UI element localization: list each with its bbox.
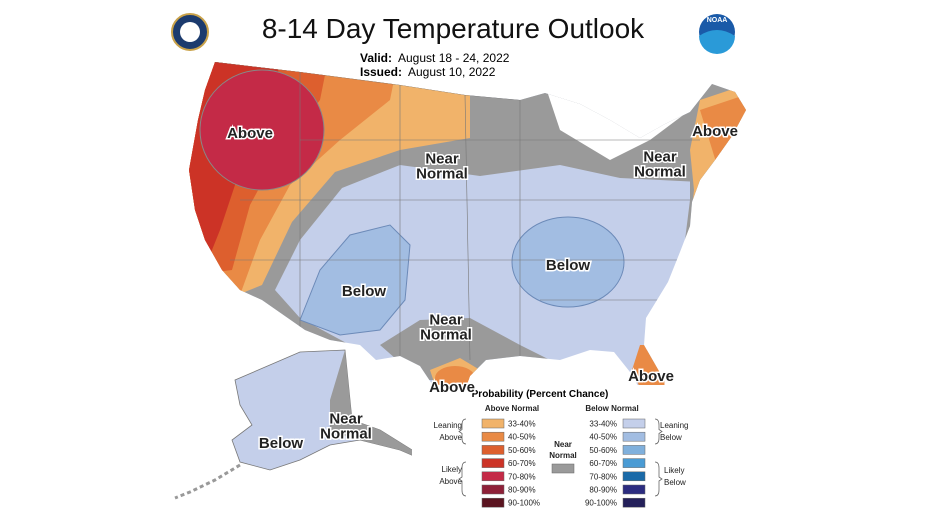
us-map	[189, 62, 746, 410]
legend-swatch	[551, 463, 575, 474]
legend-bin-label: 70-80%	[589, 472, 617, 481]
legend-near-label: Normal	[549, 451, 577, 460]
region-label: Near	[429, 312, 463, 329]
region-label: Normal	[416, 166, 468, 183]
legend-brace	[458, 461, 467, 497]
below-header: Below Normal	[585, 404, 638, 413]
legend-bin-label: 40-50%	[508, 433, 536, 442]
legend-group-label: Leaning	[660, 421, 688, 430]
region-label: Above	[692, 123, 738, 140]
legend-bin-label: 50-60%	[589, 446, 617, 455]
alaska-near-normal	[330, 350, 428, 462]
legend-swatch	[481, 471, 505, 482]
region-label: Normal	[420, 327, 472, 344]
legend-bin-label: 50-60%	[508, 446, 536, 455]
legend-swatch	[481, 458, 505, 468]
region-label: Above	[429, 379, 475, 396]
legend-swatch	[622, 497, 646, 508]
legend-brace	[654, 461, 663, 497]
above-header: Above Normal	[485, 404, 539, 413]
valid-label: Valid:	[360, 51, 392, 65]
legend-group-label: Likely	[442, 465, 462, 474]
legend-swatch	[622, 471, 646, 482]
legend-swatch	[622, 484, 646, 495]
title: 8-14 Day Temperature Outlook	[262, 13, 645, 44]
legend-bin-label: 33-40%	[589, 420, 617, 429]
region-label: Above	[227, 125, 273, 142]
legend-title: Probability (Percent Chance)	[472, 389, 609, 400]
noaa-text: NOAA	[707, 17, 728, 24]
region-label: Normal	[320, 426, 372, 443]
legend-bin-label: 40-50%	[589, 433, 617, 442]
legend-swatch	[481, 445, 505, 455]
region-label: Near	[425, 151, 459, 168]
legend-group-label: Leaning	[434, 421, 462, 430]
region-label: Below	[546, 257, 591, 274]
legend-brace	[458, 418, 467, 445]
legend-box	[412, 385, 702, 513]
legend-swatch	[481, 431, 505, 442]
legend-bin-label: 90-100%	[508, 499, 540, 508]
legend-swatch	[622, 458, 646, 468]
legend-bin-label: 60-70%	[589, 459, 617, 468]
legend-swatch	[481, 497, 505, 508]
valid: August 18 - 24, 2022	[398, 51, 510, 65]
legend-bin-label: 80-90%	[589, 486, 617, 495]
aleutians	[174, 463, 241, 500]
region-label: Below	[342, 283, 387, 300]
region-label: Near	[329, 411, 363, 428]
legend-bin-label: 80-90%	[508, 486, 536, 495]
legend-swatch	[622, 445, 646, 455]
noaa-logo-wave	[699, 30, 735, 54]
legend-group-label: Below	[664, 478, 686, 487]
region-label: Near	[643, 149, 677, 166]
legend-swatch	[481, 484, 505, 495]
legend-swatch	[481, 418, 505, 429]
legend-bin-label: 90-100%	[585, 499, 617, 508]
legend-bin-label: 60-70%	[508, 459, 536, 468]
legend-swatch	[622, 431, 646, 442]
legend-group-label: Below	[660, 433, 682, 442]
legend-bin-label: 70-80%	[508, 472, 536, 481]
legend-group-label: Likely	[664, 466, 684, 475]
issued: August 10, 2022	[408, 65, 496, 79]
legend-group-label: Above	[439, 477, 462, 486]
region-label: Normal	[634, 164, 686, 181]
legend-swatch	[622, 418, 646, 429]
legend-near-label: Near	[554, 440, 572, 449]
issued-label: Issued:	[360, 65, 402, 79]
region-label: Below	[259, 435, 304, 452]
legend-bin-label: 33-40%	[508, 420, 536, 429]
legend-brace	[654, 418, 663, 445]
legend-group-label: Above	[439, 433, 462, 442]
doc-seal-inner	[180, 22, 200, 42]
region-label: Above	[628, 368, 674, 385]
